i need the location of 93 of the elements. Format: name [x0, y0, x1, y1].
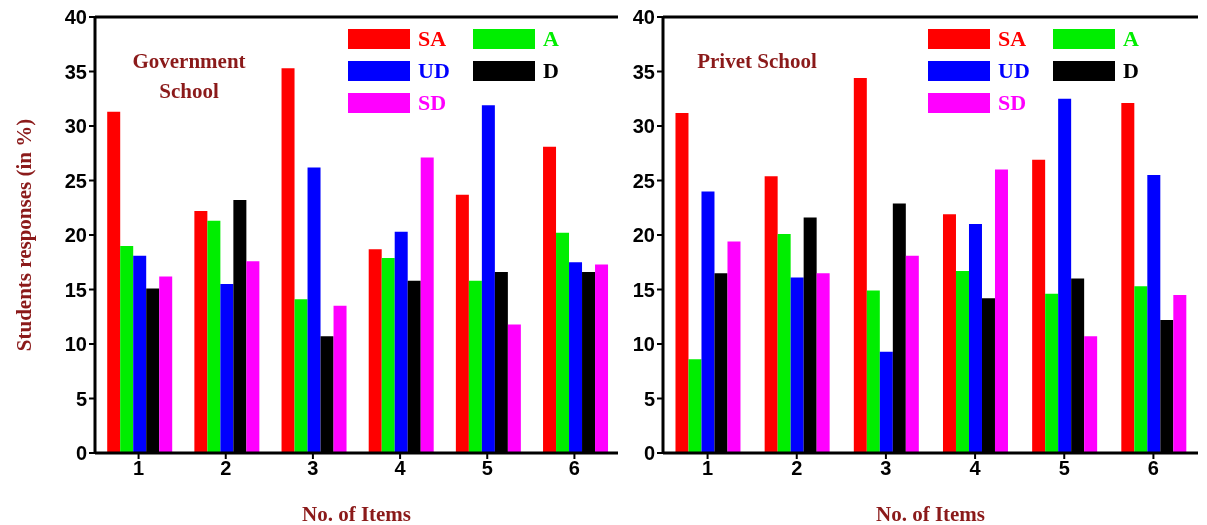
bar — [220, 284, 234, 453]
bar — [455, 194, 469, 453]
y-tick-label: 0 — [75, 442, 87, 465]
legend-label: SA — [998, 26, 1027, 52]
bar — [543, 146, 557, 453]
x-axis-title: No. of Items — [875, 502, 986, 525]
y-tick-label: 5 — [75, 387, 87, 410]
bar — [701, 191, 715, 453]
bar — [333, 305, 347, 453]
bar — [569, 262, 583, 453]
y-tick-label: 20 — [632, 224, 655, 247]
y-tick-label: 15 — [64, 278, 87, 301]
bar — [942, 214, 956, 453]
x-tick-label: 1 — [133, 457, 145, 480]
bar — [675, 112, 689, 453]
bar — [905, 255, 919, 453]
bar — [1032, 159, 1046, 453]
legend-label: SD — [418, 90, 447, 116]
bar — [1045, 293, 1059, 453]
y-tick-label: 5 — [643, 387, 655, 410]
bar — [1121, 103, 1135, 453]
bar — [468, 280, 482, 453]
y-tick-label: 0 — [643, 442, 655, 465]
y-tick-label: 25 — [64, 169, 87, 192]
bar — [994, 169, 1008, 453]
legend-label: SD — [998, 90, 1027, 116]
text: Privet School — [696, 48, 818, 75]
y-tick-label: 35 — [64, 60, 87, 83]
y-tick-label: 40 — [632, 6, 655, 29]
x-tick-label: 5 — [1058, 457, 1070, 480]
bar — [507, 324, 521, 453]
bar — [1084, 336, 1098, 453]
x-tick-label: 6 — [568, 457, 580, 480]
bar — [246, 261, 260, 453]
bar — [368, 249, 382, 453]
y-tick-label: 30 — [632, 115, 655, 138]
bar — [133, 255, 147, 453]
bar — [107, 111, 121, 453]
bar — [790, 277, 804, 453]
bar — [1147, 175, 1161, 453]
legend-label: UD — [998, 58, 1030, 84]
legend-label: A — [543, 26, 559, 52]
bar — [866, 290, 880, 453]
bar — [879, 351, 893, 453]
y-axis-title: Students responses (in %) — [12, 118, 37, 352]
bar — [159, 276, 173, 453]
legend-label: D — [543, 58, 559, 84]
bar — [1058, 98, 1072, 453]
y-tick-label: 10 — [64, 333, 87, 356]
bar — [307, 167, 321, 453]
x-tick-label: 4 — [394, 457, 407, 480]
bar — [381, 257, 395, 453]
y-tick-label: 40 — [64, 6, 87, 29]
x-tick-label: 5 — [481, 457, 493, 480]
bar — [394, 231, 408, 453]
x-tick-label: 1 — [702, 457, 714, 480]
bar — [777, 233, 791, 453]
bar — [1134, 286, 1148, 453]
y-tick-label: 35 — [632, 60, 655, 83]
y-tick-label: 30 — [64, 115, 87, 138]
bar — [120, 245, 134, 453]
y-tick-label: 25 — [632, 169, 655, 192]
bar — [281, 68, 295, 453]
x-axis-title: No. of Items — [301, 502, 412, 525]
x-tick-label: 2 — [791, 457, 803, 480]
bar — [968, 224, 982, 453]
y-tick-label: 10 — [632, 333, 655, 356]
x-tick-label: 3 — [307, 457, 319, 480]
bar — [556, 232, 570, 453]
x-tick-label: 2 — [220, 457, 232, 480]
bar — [955, 270, 969, 453]
bar — [194, 211, 208, 453]
legend-label: UD — [418, 58, 450, 84]
legend-label: SA — [418, 26, 447, 52]
bar — [294, 299, 308, 453]
bar — [207, 220, 221, 453]
text: Government School — [131, 48, 247, 105]
x-tick-label: 3 — [880, 457, 892, 480]
y-tick-label: 20 — [64, 224, 87, 247]
bar — [481, 105, 495, 453]
bar — [1173, 294, 1187, 453]
y-tick-label: 15 — [632, 278, 655, 301]
bar — [764, 176, 778, 453]
x-tick-label: 4 — [969, 457, 982, 480]
bar — [853, 78, 867, 453]
legend-label: D — [1123, 58, 1139, 84]
bar — [727, 241, 741, 453]
bar — [420, 157, 434, 453]
bar — [595, 264, 609, 453]
legend-label: A — [1123, 26, 1139, 52]
bar — [816, 273, 830, 453]
bar — [688, 359, 702, 453]
x-tick-label: 6 — [1147, 457, 1159, 480]
